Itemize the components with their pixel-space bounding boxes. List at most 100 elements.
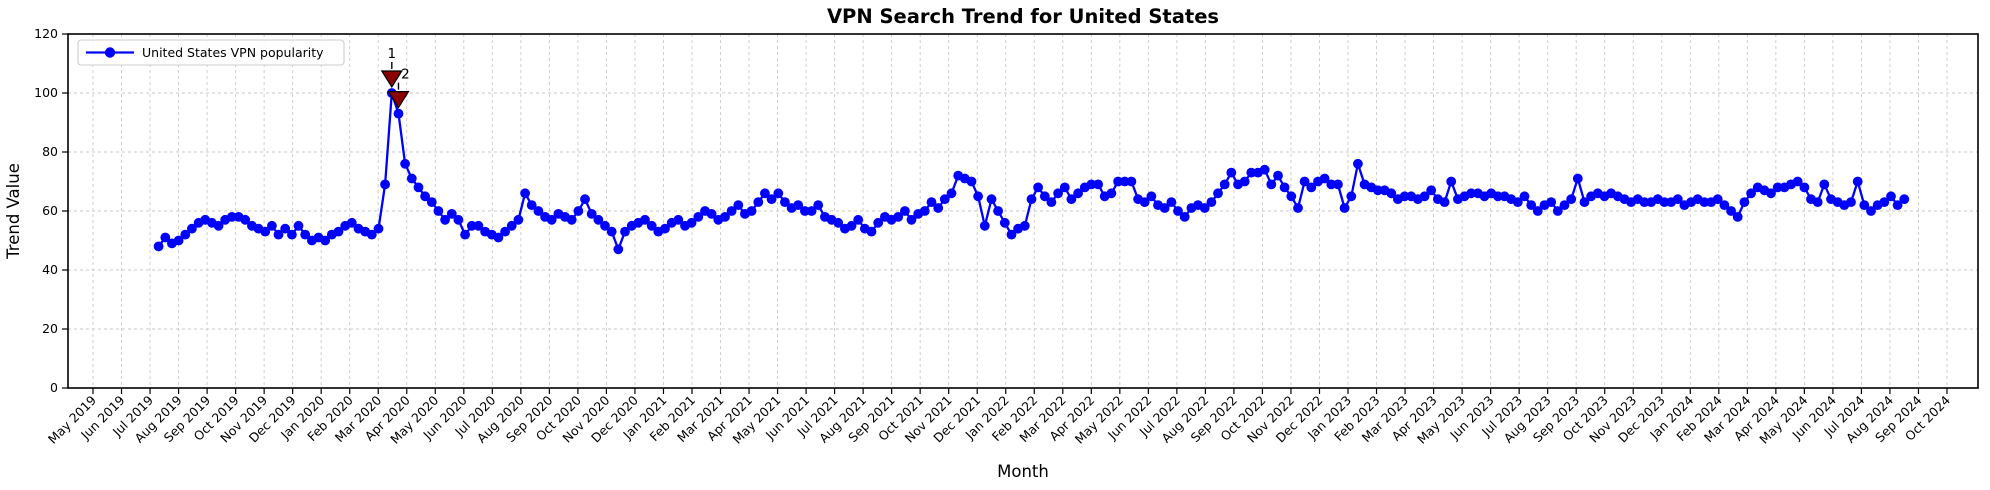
data-point [986,194,997,205]
data-point [366,229,377,240]
data-point [1059,182,1070,193]
data-point [446,209,457,219]
data-point [506,220,517,231]
data-point [1033,182,1043,193]
data-point [806,206,817,216]
data-point [1746,188,1756,199]
data-point [460,229,470,240]
data-point [1259,164,1270,175]
data-point [1173,206,1183,216]
data-point [520,188,530,199]
data-point [513,214,524,225]
data-point [1339,203,1350,213]
data-point [526,200,537,211]
data-point [493,232,504,243]
data-point [1859,200,1870,211]
data-point [793,200,804,211]
data-point [1726,206,1736,216]
data-point [1119,176,1130,187]
data-point [1559,200,1570,211]
data-point [293,220,304,231]
data-point [1026,194,1037,205]
y-tick-label: 60 [42,203,58,218]
data-point [646,220,657,231]
data-point [1279,182,1290,193]
data-point [760,188,770,199]
data-point [1572,173,1583,184]
data-point [400,158,410,169]
data-point [1386,188,1397,199]
data-point [1892,200,1903,211]
data-point [1879,197,1890,208]
data-point [1146,191,1157,202]
data-point [1106,188,1117,199]
data-point [1286,191,1297,202]
data-point [660,223,670,234]
data-point [853,214,864,225]
y-tick-label: 80 [42,144,58,159]
data-point [1046,197,1057,208]
data-point [300,229,311,240]
data-point [1426,185,1437,196]
data-point [833,217,844,228]
y-tick-label: 0 [50,380,58,395]
data-point [1886,191,1896,202]
data-point [1712,194,1723,205]
data-point [273,229,284,240]
data-point [746,206,757,216]
data-point [593,214,604,225]
data-point [533,206,544,216]
data-point [1039,191,1050,202]
data-point [973,191,983,202]
data-point [753,197,764,208]
data-point [153,241,164,252]
data-point [1546,197,1557,208]
data-point [586,209,597,219]
data-point [1373,185,1383,196]
data-point [1139,197,1150,208]
data-point [706,209,717,219]
data-point [393,108,404,119]
data-point [1126,176,1137,187]
data-point [1466,188,1477,199]
data-point [280,223,291,234]
data-point [1639,197,1650,208]
annotation-marker-icon [380,70,403,89]
data-point [733,200,744,211]
data-point [780,197,790,208]
data-point [813,200,824,211]
data-point [800,206,810,216]
data-point [1166,197,1177,208]
data-point [1066,194,1077,205]
data-point [1246,167,1257,178]
data-point [1053,188,1063,199]
data-point [1206,197,1217,208]
data-point [1419,191,1430,202]
data-point [1019,220,1030,231]
data-point [440,214,450,225]
data-point [1579,197,1590,208]
data-point [1073,188,1083,199]
data-point [1699,197,1710,208]
annotation-label: 1 [388,46,397,62]
data-point [1179,212,1190,222]
data-point [1732,212,1743,222]
data-point [240,214,251,225]
data-point [1766,188,1776,199]
data-point [1512,197,1523,208]
data-point [1306,182,1317,193]
data-point [1006,229,1017,240]
data-point [1526,200,1537,211]
data-point [1213,188,1223,199]
data-point [500,226,510,237]
data-point [766,194,777,205]
data-point [1566,194,1577,205]
data-point [720,212,730,222]
data-point [939,194,950,205]
data-point [1659,197,1670,208]
data-point [213,220,224,231]
data-point [420,191,430,202]
data-point [187,223,197,234]
annotation-label: 2 [401,67,410,83]
